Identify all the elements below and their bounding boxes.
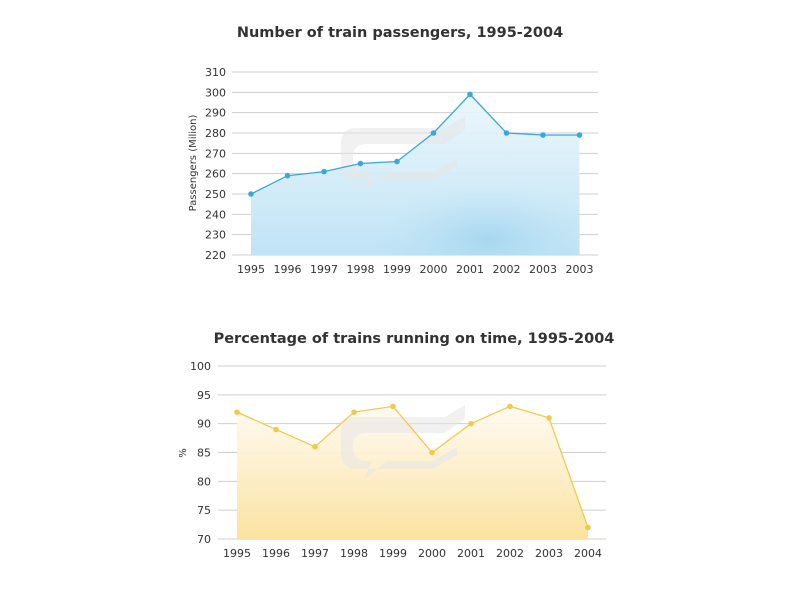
x-tick-label: 1999 bbox=[383, 263, 411, 276]
data-point bbox=[394, 158, 400, 165]
data-point bbox=[467, 91, 473, 98]
data-point bbox=[234, 409, 240, 415]
watermark-icon bbox=[341, 405, 465, 479]
y-tick-label: 260 bbox=[205, 168, 226, 181]
y-tick-label: 270 bbox=[205, 147, 226, 160]
data-point bbox=[468, 420, 474, 427]
y-tick-label: 230 bbox=[205, 229, 226, 242]
data-point bbox=[540, 132, 546, 138]
data-point bbox=[248, 191, 254, 197]
chart-title: Percentage of trains running on time, 19… bbox=[214, 331, 615, 347]
series-line bbox=[250, 93, 580, 195]
series-polyline bbox=[236, 405, 589, 528]
area-shape bbox=[237, 406, 588, 539]
series-line bbox=[236, 405, 589, 528]
data-point bbox=[321, 168, 327, 175]
data-point bbox=[429, 449, 435, 456]
y-tick-label: 75 bbox=[197, 504, 211, 517]
x-tick-label: 2002 bbox=[493, 263, 521, 276]
y-tick-label: 85 bbox=[197, 447, 211, 460]
passengers-chart: Number of train passengers, 1995-2004 Pa… bbox=[188, 25, 598, 276]
data-point bbox=[576, 132, 583, 138]
x-tick-label: 1997 bbox=[310, 263, 338, 276]
y-ticks: 70 75 80 85 90 95 100 bbox=[190, 360, 211, 546]
y-axis-label: % bbox=[178, 448, 189, 458]
watermark-shape bbox=[341, 405, 465, 479]
x-tick-label: 2003 bbox=[566, 263, 594, 276]
data-point bbox=[585, 524, 591, 531]
data-point bbox=[546, 415, 552, 421]
y-tick-label: 70 bbox=[197, 533, 211, 546]
x-tick-label: 2000 bbox=[420, 263, 448, 276]
y-tick-label: 250 bbox=[205, 188, 226, 201]
x-tick-label: 1999 bbox=[379, 547, 407, 560]
data-point bbox=[273, 426, 279, 433]
data-point bbox=[430, 130, 437, 136]
y-tick-label: 95 bbox=[197, 389, 211, 402]
area-fill bbox=[237, 406, 588, 539]
data-point bbox=[357, 160, 364, 167]
x-tick-label: 1996 bbox=[274, 263, 302, 276]
data-point bbox=[507, 403, 513, 410]
data-point bbox=[503, 130, 510, 136]
x-tick-label: 1995 bbox=[237, 263, 265, 276]
x-ticks: 1995 1996 1997 1998 1999 2000 2001 2002 2003 2004 bbox=[223, 547, 602, 560]
y-ticks: 220 230 240 250 260 270 280 290 300 310 bbox=[205, 66, 226, 262]
y-tick-label: 100 bbox=[190, 360, 211, 373]
x-tick-label: 2002 bbox=[496, 547, 524, 560]
chart-title: Number of train passengers, 1995-2004 bbox=[237, 25, 563, 41]
x-tick-label: 2000 bbox=[418, 547, 446, 560]
x-tick-label: 2003 bbox=[529, 263, 557, 276]
x-tick-label: 1998 bbox=[347, 263, 375, 276]
y-axis-label: Passengers (Milion) bbox=[188, 114, 199, 211]
y-tick-label: 220 bbox=[205, 249, 226, 262]
y-tick-label: 280 bbox=[205, 127, 226, 140]
x-ticks: 1995 1996 1997 1998 1999 2000 2001 2002 2003 2003 bbox=[237, 263, 594, 276]
x-tick-label: 1997 bbox=[301, 547, 329, 560]
y-tick-label: 80 bbox=[197, 475, 211, 488]
x-tick-label: 2001 bbox=[456, 263, 484, 276]
y-tick-label: 90 bbox=[197, 418, 211, 431]
x-tick-label: 1995 bbox=[223, 547, 251, 560]
y-tick-label: 290 bbox=[205, 107, 226, 120]
data-point bbox=[284, 172, 291, 179]
y-tick-label: 240 bbox=[205, 208, 226, 221]
series-polyline bbox=[250, 93, 580, 195]
on-time-chart: Percentage of trains running on time, 19… bbox=[178, 331, 614, 560]
data-point bbox=[390, 403, 396, 410]
y-tick-label: 300 bbox=[205, 86, 226, 99]
data-points bbox=[248, 91, 583, 197]
x-tick-label: 2001 bbox=[457, 547, 485, 560]
data-points bbox=[234, 403, 591, 531]
x-tick-label: 2003 bbox=[535, 547, 563, 560]
data-point bbox=[312, 443, 318, 450]
x-tick-label: 1996 bbox=[262, 547, 290, 560]
x-tick-label: 1998 bbox=[340, 547, 368, 560]
y-tick-label: 310 bbox=[205, 66, 226, 79]
data-point bbox=[351, 409, 357, 415]
x-tick-label: 2004 bbox=[574, 547, 602, 560]
